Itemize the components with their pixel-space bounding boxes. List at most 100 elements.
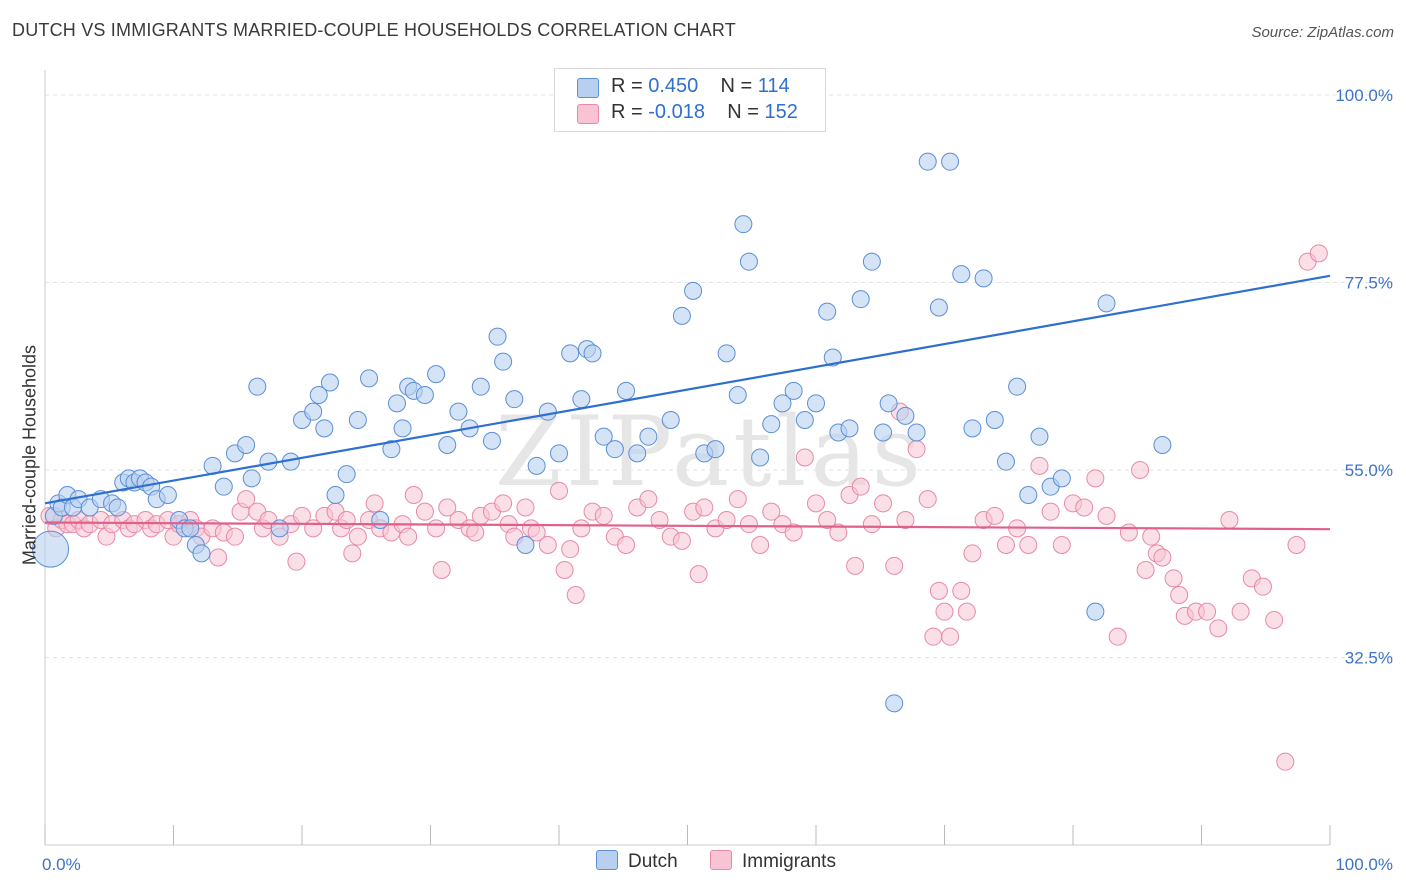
immigrants-point — [728, 490, 747, 509]
dutch-point — [315, 419, 334, 438]
immigrants-point — [1253, 577, 1272, 596]
dutch-point — [739, 252, 758, 271]
dutch-point — [963, 419, 982, 438]
dutch-point — [32, 530, 70, 568]
immigrants-point — [550, 481, 568, 500]
dutch-swatch — [577, 78, 599, 98]
immigrants-point — [935, 602, 954, 621]
immigrants-point — [963, 544, 982, 563]
dutch-point — [242, 469, 261, 488]
dutch-point — [488, 327, 507, 346]
immigrants-point — [1086, 469, 1105, 488]
immigrants-point — [846, 556, 865, 575]
legend-item-immigrants[interactable]: Immigrants — [710, 850, 836, 873]
immigrants-point — [874, 494, 893, 513]
dutch-point — [985, 411, 1004, 429]
dutch-point — [270, 519, 289, 538]
immigrants-point — [751, 536, 770, 554]
immigrants-point — [348, 527, 367, 546]
immigrants-point — [1220, 511, 1239, 529]
dutch-point — [415, 386, 434, 404]
dutch-point — [684, 281, 703, 300]
immigrants-point — [639, 490, 658, 509]
immigrants-point — [739, 515, 758, 534]
immigrants-point — [784, 523, 803, 542]
y-tick-label: 77.5% — [1345, 274, 1393, 293]
dutch-point — [516, 536, 535, 554]
immigrants-point — [399, 527, 418, 546]
dutch-point — [929, 298, 948, 317]
dutch-point — [108, 498, 127, 517]
dutch-point — [874, 423, 893, 442]
dutch-point — [538, 402, 557, 421]
dutch-point — [605, 440, 624, 459]
r-label: R = — [611, 75, 649, 97]
dutch-point — [550, 444, 568, 463]
dutch-point — [996, 452, 1015, 471]
immigrants-point — [1209, 619, 1228, 638]
dutch-point — [795, 411, 814, 429]
dutch-point — [896, 406, 915, 425]
dutch-point — [337, 465, 356, 484]
dutch-point — [617, 381, 636, 400]
dutch-point — [879, 394, 898, 413]
immigrants-point — [432, 561, 451, 579]
dutch-point — [862, 252, 881, 271]
immigrants-point — [818, 511, 837, 529]
immigrants-point — [415, 502, 434, 521]
immigrants-point — [1052, 536, 1071, 554]
y-tick-label: 100.0% — [1335, 86, 1393, 105]
dutch-point — [192, 544, 211, 563]
y-axis-label: Married-couple Households — [19, 344, 40, 566]
immigrants-point — [561, 540, 580, 559]
dutch-point — [1086, 602, 1105, 621]
dutch-point — [583, 344, 602, 363]
dutch-point — [728, 386, 747, 404]
x-tick-label: 0.0% — [42, 855, 81, 874]
immigrants-point — [337, 511, 356, 529]
dutch-point — [851, 290, 870, 309]
dutch-point — [572, 390, 591, 409]
immigrants-point — [466, 523, 485, 542]
y-tick-label: 55.0% — [1345, 461, 1393, 480]
dutch-point — [471, 377, 490, 396]
immigrants-point — [1170, 586, 1189, 604]
immigrants-point — [516, 498, 535, 517]
dutch-point — [237, 436, 256, 454]
immigrants-point — [1231, 602, 1250, 621]
immigrants-point — [1108, 627, 1127, 646]
immigrants-point — [404, 486, 423, 504]
legend-item-dutch[interactable]: Dutch — [596, 850, 678, 873]
dutch-point — [248, 377, 267, 396]
y-tick-label: 32.5% — [1345, 649, 1393, 668]
dutch-point — [1008, 377, 1027, 396]
chart-title: DUTCH VS IMMIGRANTS MARRIED-COUPLE HOUSE… — [12, 20, 737, 40]
dutch-point — [823, 348, 842, 367]
immigrants-point — [885, 556, 904, 575]
dutch-point — [734, 215, 753, 234]
immigrants-point — [1265, 611, 1284, 629]
immigrants-point — [237, 490, 256, 509]
immigrants-point — [438, 498, 457, 517]
immigrants-point — [952, 581, 971, 600]
immigrants-point — [924, 627, 943, 646]
source-credit: Source: ZipAtlas.com — [1251, 24, 1394, 41]
immigrants-point — [572, 519, 591, 538]
immigrants-point — [717, 511, 736, 529]
dutch-point — [482, 431, 501, 450]
immigrants-point — [1136, 561, 1155, 579]
immigrants-point — [225, 527, 244, 546]
immigrants-trend-line — [44, 521, 1331, 531]
dutch-point — [214, 477, 233, 496]
immigrants-point — [617, 536, 636, 554]
immigrants-point — [795, 448, 814, 467]
immigrants-point — [762, 502, 781, 521]
immigrants-point — [1164, 569, 1183, 588]
immigrants-point — [1030, 456, 1049, 475]
n-label: N = — [727, 101, 765, 123]
immigrants-point — [566, 586, 585, 604]
r-value: 0.450 — [648, 75, 699, 97]
dutch-point — [1019, 486, 1038, 504]
dutch-point — [387, 394, 406, 413]
